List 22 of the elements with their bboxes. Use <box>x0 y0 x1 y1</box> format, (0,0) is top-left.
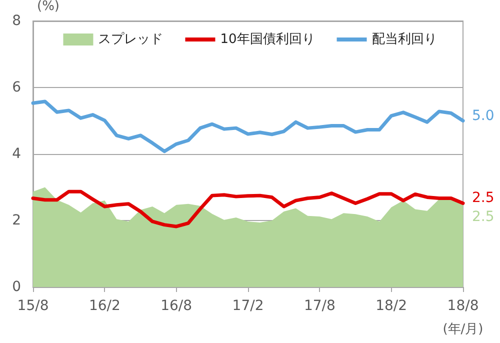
data-label: 5.0 <box>472 108 494 124</box>
y-tick-label: 6 <box>12 80 22 96</box>
data-label: 2.5 <box>472 190 494 206</box>
x-tick-label: 18/2 <box>376 298 408 314</box>
legend-label: 配当利回り <box>372 32 437 47</box>
line-series <box>31 100 465 154</box>
legend-label: スプレッド <box>98 32 164 47</box>
x-tick-label: 16/2 <box>88 298 120 314</box>
x-tick-label: 15/8 <box>17 298 49 314</box>
y-axis-title: (%) <box>37 0 60 14</box>
y-tick-label: 8 <box>12 13 21 29</box>
line-series <box>31 190 465 228</box>
y-tick-label: 2 <box>12 212 21 228</box>
legend-label: 10年国債利回り <box>220 32 315 47</box>
x-axis-title: (年/月) <box>442 322 484 337</box>
y-tick-label: 4 <box>12 146 22 162</box>
data-label: 2.5 <box>472 209 494 226</box>
x-tick-label: 17/8 <box>304 298 336 314</box>
x-tick-label: 16/8 <box>160 298 192 314</box>
x-tick-label: 18/8 <box>447 298 479 314</box>
x-tick-label: 17/2 <box>232 298 264 314</box>
y-tick-label: 0 <box>12 279 21 295</box>
